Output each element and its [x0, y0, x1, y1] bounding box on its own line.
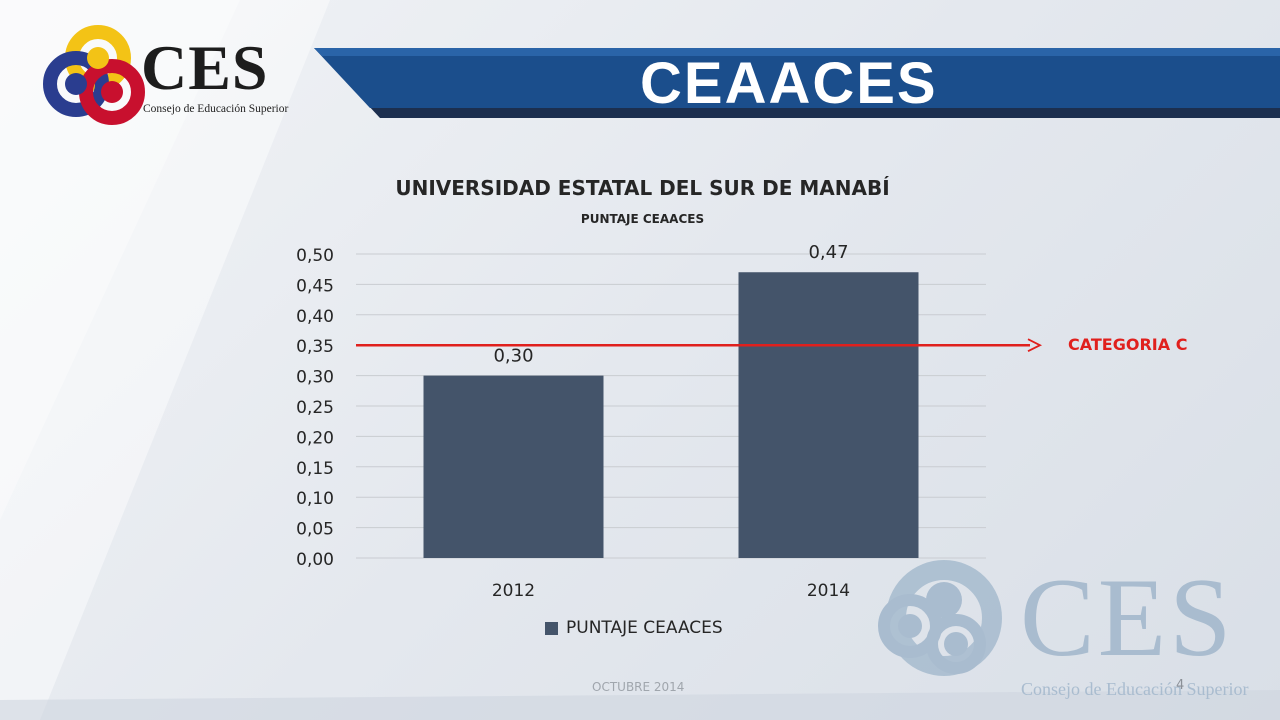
y-tick-label: 0,10 — [296, 489, 334, 509]
page-number: 4 — [1176, 678, 1185, 693]
reference-line-label: CATEGORIA C — [1068, 335, 1188, 354]
y-tick-label: 0,00 — [296, 550, 334, 570]
legend-swatch — [545, 621, 558, 635]
y-tick-label: 0,35 — [296, 337, 334, 357]
y-tick-label: 0,50 — [296, 246, 334, 266]
watermark-subtitle: Consejo de Educación Superior — [1021, 679, 1249, 699]
chart-legend: PUNTAJE CEAACES — [545, 618, 723, 638]
x-tick-label: 2012 — [492, 581, 535, 601]
y-tick-label: 0,30 — [296, 368, 334, 388]
data-label: 0,47 — [808, 242, 848, 263]
chart-subtitle: PUNTAJE CEAACES — [580, 212, 705, 226]
legend-label: PUNTAJE CEAACES — [566, 618, 723, 638]
y-tick-label: 0,20 — [296, 428, 334, 448]
watermark-title: CES — [1020, 556, 1235, 680]
ces-watermark-icon — [878, 560, 1002, 676]
x-tick-label: 2014 — [807, 581, 850, 601]
data-label: 0,30 — [493, 346, 533, 367]
y-tick-label: 0,25 — [296, 398, 334, 418]
page-title: CEAACES — [640, 51, 938, 116]
y-tick-label: 0,15 — [296, 459, 334, 479]
bar — [423, 375, 604, 558]
y-tick-label: 0,05 — [296, 520, 334, 540]
bar — [738, 272, 919, 558]
chart-title: UNIVERSIDAD ESTATAL DEL SUR DE MANABÍ — [395, 176, 890, 200]
logo-subtitle: Consejo de Educación Superior — [143, 103, 289, 115]
reference-arrow-icon — [1027, 338, 1043, 353]
y-tick-label: 0,45 — [296, 276, 334, 296]
ces-logo-icon — [43, 25, 145, 125]
footer-date: OCTUBRE 2014 — [592, 680, 685, 694]
y-tick-label: 0,40 — [296, 307, 334, 327]
header-banner — [314, 48, 1280, 118]
logo-title: CES — [141, 32, 269, 103]
